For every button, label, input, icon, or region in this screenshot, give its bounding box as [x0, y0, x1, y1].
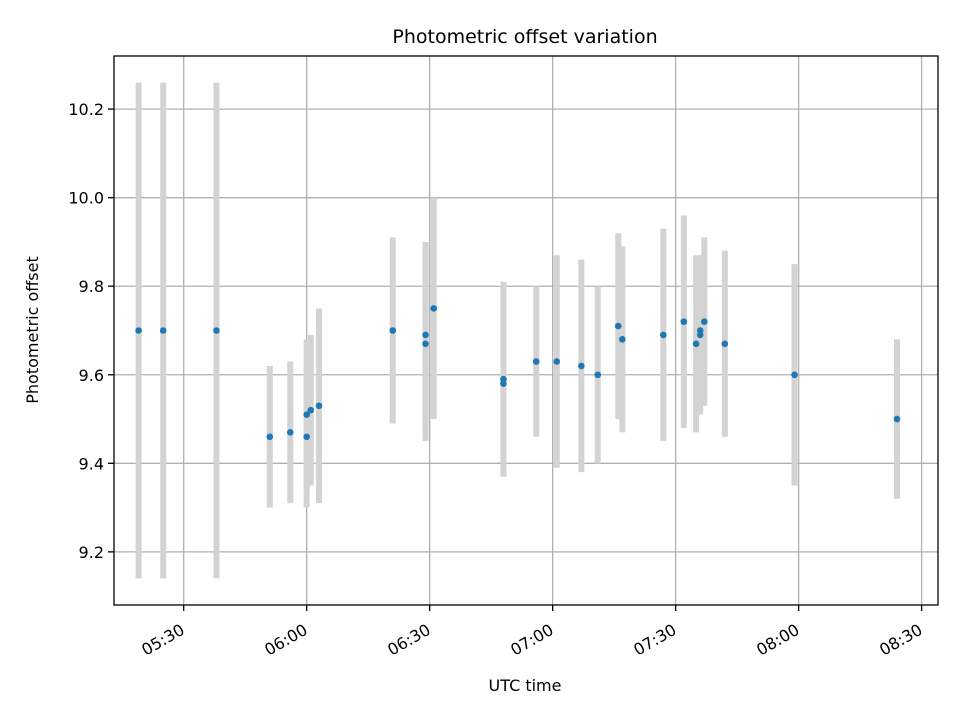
y-axis-ticks: 9.2 9.4 9.6 9.8 10.0 10.2	[68, 100, 114, 562]
plot-frame	[113, 55, 939, 606]
grid-layer	[114, 56, 938, 605]
data-point	[594, 371, 602, 379]
chart-title: Photometric offset variation	[392, 26, 657, 48]
data-point	[893, 415, 901, 423]
data-point-layer	[135, 305, 901, 441]
y-tick-label: 9.6	[79, 366, 104, 385]
data-point	[303, 411, 310, 418]
data-point	[135, 327, 142, 334]
data-point	[692, 340, 700, 348]
y-tick-label: 10.2	[68, 100, 104, 119]
y-tick-label: 9.2	[79, 543, 104, 562]
data-point	[286, 429, 294, 436]
x-axis-label: UTC time	[489, 676, 562, 695]
data-point	[578, 362, 585, 370]
data-point	[213, 327, 220, 334]
data-point	[701, 318, 708, 325]
data-point	[619, 336, 626, 343]
data-point	[660, 331, 667, 339]
data-point	[389, 327, 397, 334]
data-point	[266, 433, 274, 441]
data-point	[303, 433, 310, 441]
data-point	[791, 371, 798, 379]
y-tick-label: 9.4	[79, 454, 104, 473]
data-point	[680, 318, 688, 325]
data-point	[553, 358, 561, 365]
data-point	[696, 327, 704, 334]
data-point	[721, 340, 729, 348]
data-point	[614, 322, 622, 330]
y-axis-label: Photometric offset	[23, 256, 42, 404]
data-point	[532, 358, 540, 365]
data-point	[422, 331, 429, 339]
y-tick-label: 9.8	[79, 277, 104, 296]
data-point	[422, 340, 429, 348]
data-point	[500, 375, 507, 383]
data-point	[307, 406, 315, 414]
data-point	[430, 305, 438, 312]
y-tick-label: 10.0	[68, 189, 104, 208]
data-point	[159, 327, 167, 334]
data-point	[315, 402, 323, 410]
